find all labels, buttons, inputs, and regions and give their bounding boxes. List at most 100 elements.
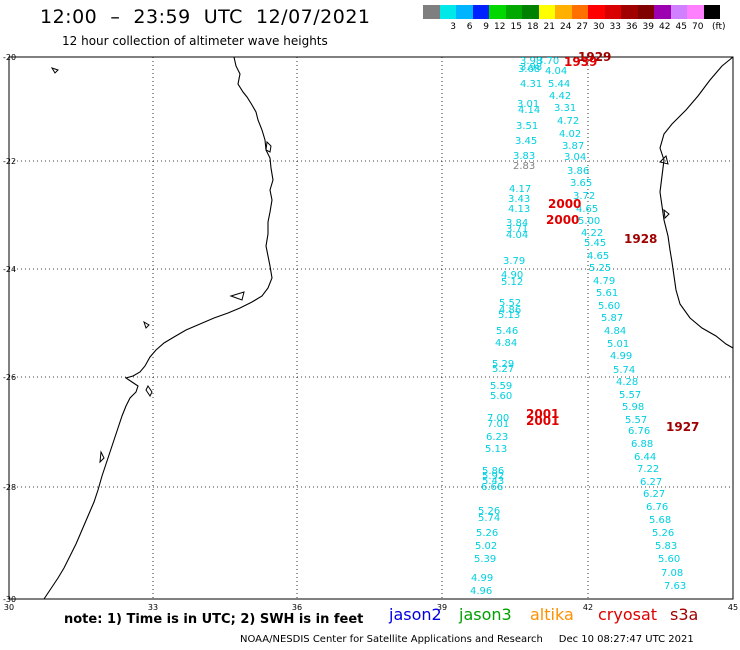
colorbar-swatch bbox=[522, 5, 539, 19]
colorbar-swatch bbox=[703, 5, 720, 19]
lon-tick-label: 39 bbox=[437, 603, 447, 610]
wave-height-label: 3.45 bbox=[515, 136, 537, 147]
wave-height-label: 4.90 bbox=[501, 270, 523, 281]
coastline-detail-4 bbox=[145, 385, 153, 397]
wave-height-label: 5.46 bbox=[496, 326, 518, 337]
colorbar-label: 42 bbox=[659, 22, 671, 32]
colorbar-swatch bbox=[571, 5, 588, 19]
wave-height-label: 5.12 bbox=[501, 277, 523, 288]
wave-height-label: 5.39 bbox=[474, 554, 496, 565]
wave-height-label: 5.27 bbox=[492, 364, 514, 375]
coastline-detail-5 bbox=[99, 450, 105, 464]
wave-height-label: 7.00 bbox=[487, 413, 509, 424]
coastline-detail-6 bbox=[50, 67, 59, 74]
pass-time-label: 2000 bbox=[546, 213, 579, 227]
wave-height-label: 5.25 bbox=[589, 263, 611, 274]
wave-height-label: 5.92 bbox=[482, 471, 504, 482]
wave-height-label: 3.86 bbox=[567, 166, 589, 177]
colorbar-label: 27 bbox=[576, 22, 588, 32]
colorbar-swatch bbox=[472, 5, 489, 19]
lat-tick-label: -20 bbox=[3, 53, 16, 62]
wave-height-label: 4.65 bbox=[576, 204, 598, 215]
wave-height-label: 4.99 bbox=[471, 573, 493, 584]
colorbar-label: 45 bbox=[675, 22, 687, 32]
wave-height-label: 7.22 bbox=[637, 464, 659, 475]
wave-height-label: 5.87 bbox=[601, 313, 623, 324]
footer-note: note: 1) Time is in UTC; 2) SWH is in fe… bbox=[64, 612, 364, 627]
wave-height-label: 4.17 bbox=[509, 184, 531, 195]
colorbar-swatch bbox=[489, 5, 506, 19]
colorbar-swatch bbox=[670, 5, 687, 19]
wave-height-label: 4.02 bbox=[559, 129, 581, 140]
wave-height-label: 4.04 bbox=[506, 230, 528, 241]
wave-height-label: 5.13 bbox=[498, 310, 520, 321]
lon-tick-label: 33 bbox=[148, 603, 158, 610]
colorbar-swatch bbox=[555, 5, 572, 19]
wave-height-label: 3.70 bbox=[537, 56, 559, 67]
wave-height-label: 4.22 bbox=[581, 228, 603, 239]
colorbar-label: 24 bbox=[560, 22, 572, 32]
lat-tick-label: -26 bbox=[3, 373, 16, 382]
colorbar-swatch bbox=[654, 5, 671, 19]
wave-height-label: 6.27 bbox=[640, 477, 662, 488]
wave-height-label: 5.57 bbox=[625, 415, 647, 426]
lat-tick-label: -30 bbox=[3, 595, 16, 604]
wave-height-label: 5.26 bbox=[476, 528, 498, 539]
colorbar-label: 15 bbox=[510, 22, 522, 32]
wave-height-label: 5.02 bbox=[475, 541, 497, 552]
wave-height-label: 3.98 bbox=[520, 56, 542, 67]
wave-height-label: 5.60 bbox=[598, 301, 620, 312]
wave-height-label: 4.04 bbox=[545, 66, 567, 77]
wave-height-label: 4.65 bbox=[587, 251, 609, 262]
satellite-legend-jason2: jason2 bbox=[389, 605, 442, 624]
colorbar-label: 39 bbox=[642, 22, 654, 32]
colorbar-label: 18 bbox=[527, 22, 539, 32]
wave-height-label: 5.60 bbox=[490, 391, 512, 402]
madagascar-detail-2 bbox=[663, 208, 670, 220]
wave-height-label: 6.23 bbox=[486, 432, 508, 443]
wave-height-label: 4.72 bbox=[557, 116, 579, 127]
wave-height-label: 3.79 bbox=[503, 256, 525, 267]
pass-time-label: 1927 bbox=[666, 420, 699, 434]
wave-height-label: 4.96 bbox=[470, 586, 492, 597]
wave-height-label: 4.14 bbox=[518, 105, 540, 116]
colorbar-swatch bbox=[423, 5, 440, 19]
wave-height-label: 3.04 bbox=[564, 152, 586, 163]
colorbar-swatch bbox=[505, 5, 522, 19]
wave-height-label: 4.13 bbox=[508, 204, 530, 215]
colorbar-label: 9 bbox=[483, 22, 489, 32]
wave-height-label: 4.99 bbox=[610, 351, 632, 362]
colorbar bbox=[423, 5, 720, 19]
colorbar-label: 21 bbox=[543, 22, 555, 32]
coastline-detail-2 bbox=[229, 291, 245, 301]
coastline-detail-3 bbox=[143, 320, 150, 329]
colorbar-swatch bbox=[687, 5, 704, 19]
africa-coastline bbox=[43, 56, 274, 600]
pass-time-label: 1939 bbox=[564, 55, 597, 69]
colorbar-label: 12 bbox=[494, 22, 506, 32]
wave-height-label: 5.26 bbox=[652, 528, 674, 539]
wave-height-label: 5.57 bbox=[619, 390, 641, 401]
wave-height-label: 3.65 bbox=[570, 178, 592, 189]
colorbar-label: 3 bbox=[450, 22, 456, 32]
colorbar-swatch bbox=[456, 5, 473, 19]
wave-height-label: 2.83 bbox=[513, 161, 535, 172]
wave-height-label: 5.00 bbox=[578, 216, 600, 227]
wave-height-label: 3.01 bbox=[517, 99, 539, 110]
pass-time-label: 2001 bbox=[526, 414, 559, 428]
wave-height-labels: 3.983.703.983.68 4.044.31 5.444.423.014.14… bbox=[470, 56, 686, 597]
lon-tick-label: 45 bbox=[728, 603, 738, 610]
wave-height-label: 3.51 bbox=[516, 121, 538, 132]
wave-height-label: 3.83 bbox=[513, 151, 535, 162]
wave-height-label: 7.01 bbox=[487, 419, 509, 430]
wave-height-label: 3.72 bbox=[573, 191, 595, 202]
wave-height-label: 5.83 bbox=[655, 541, 677, 552]
page-title: 12:00 – 23:59 UTC 12/07/2021 bbox=[40, 6, 371, 28]
wave-height-label: 6.27 bbox=[643, 489, 665, 500]
colorbar-label: 36 bbox=[626, 22, 638, 32]
wave-height-label: 7.63 bbox=[664, 581, 686, 592]
wave-height-label: 5.60 bbox=[658, 554, 680, 565]
wave-height-label: 5.68 bbox=[649, 515, 671, 526]
colorbar-swatch bbox=[588, 5, 605, 19]
